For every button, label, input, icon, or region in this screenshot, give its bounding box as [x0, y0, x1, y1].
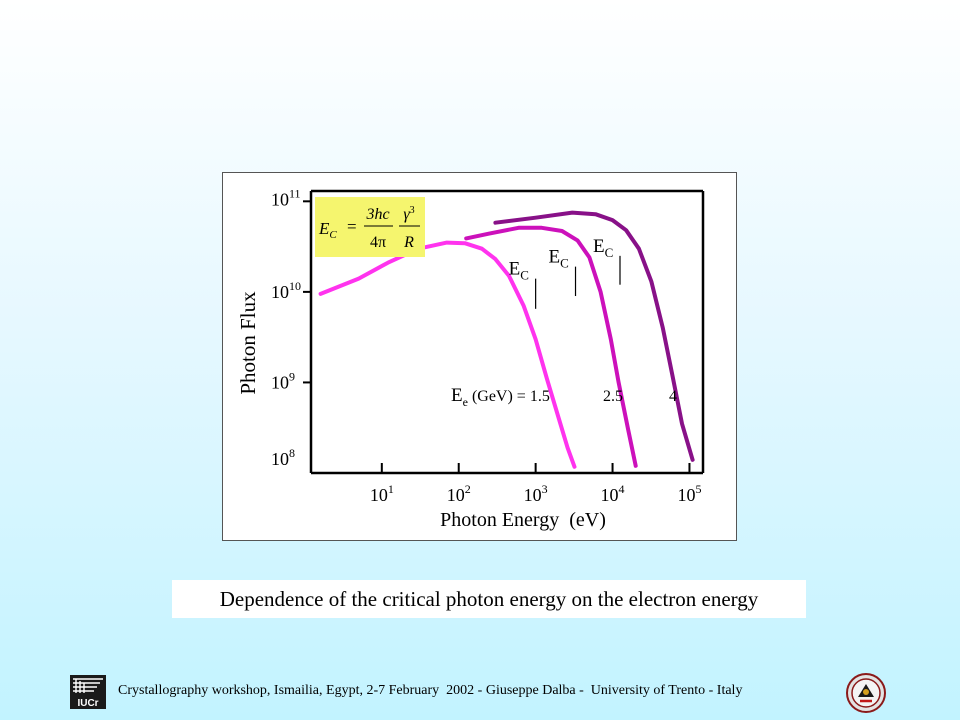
formula-frac2-den: R — [403, 234, 414, 251]
x-tick-label: 102 — [447, 482, 471, 505]
y-axis-title: Photon Flux — [236, 291, 260, 395]
x-axis-title: Photon Energy (eV) — [440, 509, 606, 531]
electron-energy-4: 4 — [669, 388, 677, 405]
electron-energy-label: Ee (GeV) = 1.5 — [451, 385, 550, 409]
x-tick-label: 103 — [524, 482, 548, 505]
y-tick-label: 1010 — [271, 279, 301, 302]
formula-frac1-num: 3hc — [365, 206, 389, 223]
iucr-logo-text: IUCr — [77, 698, 98, 709]
series-curve-4 — [493, 210, 695, 462]
series-curve-1-5 — [318, 240, 577, 469]
critical-energy-label: EC — [509, 259, 529, 283]
footer: IUCr Crystallography workshop, Ismailia,… — [0, 672, 960, 713]
series-curve-2-5 — [464, 225, 638, 468]
university-seal — [846, 673, 886, 713]
footer-credit: Crystallography workshop, Ismailia, Egyp… — [118, 683, 743, 698]
figure-panel: 101 102 103 104 105 108 109 1010 1011 EC EC EC Pho… — [222, 172, 737, 541]
formula-lhs: EC — [318, 219, 337, 241]
electron-energy-2-5: 2.5 — [603, 388, 623, 405]
x-tick-label: 101 — [370, 482, 394, 505]
critical-energy-label: EC — [549, 247, 569, 271]
formula-box — [315, 197, 425, 257]
x-tick-label: 104 — [601, 482, 625, 505]
y-tick-label: 108 — [271, 446, 295, 469]
y-tick-label: 109 — [271, 369, 295, 392]
formula-frac1-den: 4π — [370, 234, 386, 251]
formula-equals: = — [347, 217, 357, 236]
photon-flux-chart: 101 102 103 104 105 108 109 1010 1011 EC EC EC Pho… — [236, 186, 705, 531]
critical-energy-formula: EC = 3hc 4π γ3 R — [315, 197, 425, 257]
critical-energy-label: EC — [593, 236, 613, 260]
x-tick-label: 105 — [677, 482, 701, 505]
iucr-logo: IUCr — [70, 675, 106, 709]
formula-frac2-num: γ3 — [403, 205, 414, 223]
caption: Dependence of the critical photon energy… — [172, 580, 806, 618]
y-tick-label: 1011 — [271, 186, 301, 209]
